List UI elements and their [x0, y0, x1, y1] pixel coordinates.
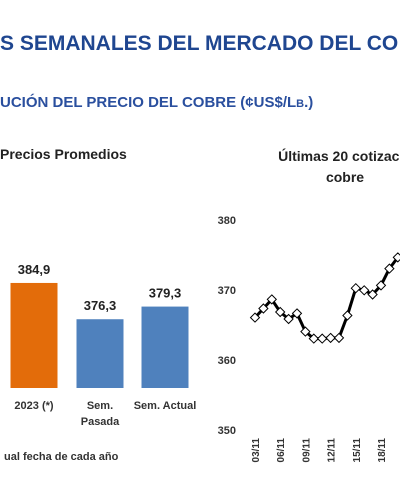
- marker: [300, 326, 311, 337]
- footnote: ual fecha de cada año: [4, 451, 119, 463]
- marker: [283, 313, 294, 325]
- marker: [258, 303, 269, 314]
- marker: [384, 263, 395, 274]
- x-tick-label: 12/11: [327, 438, 338, 463]
- x-tick-label: 03/11: [251, 438, 262, 463]
- marker: [308, 333, 320, 344]
- y-tick-label: 370: [218, 285, 236, 297]
- line: [253, 256, 399, 341]
- x-tick-label: 18/11: [377, 438, 388, 463]
- page-title: S SEMANALES DEL MERCADO DEL CO: [0, 32, 399, 55]
- data-label: 384,9: [18, 262, 51, 277]
- marker: [392, 252, 400, 263]
- marker: [274, 306, 286, 318]
- marker: [249, 312, 261, 323]
- data-label: 379,3: [149, 286, 182, 301]
- x-tick-label: Sem. Pasada: [80, 400, 120, 428]
- marker: [350, 282, 362, 294]
- page-subtitle: UCIÓN DEL PRECIO DEL COBRE (¢US$/Lb.): [0, 94, 314, 111]
- marker: [333, 332, 345, 344]
- bar: [76, 319, 124, 388]
- marker: [316, 333, 328, 344]
- chart-title: Últimas 20 cotizacio cobre: [278, 148, 400, 185]
- bar: [10, 282, 58, 388]
- chart-title: Precios Promedios: [0, 146, 127, 162]
- x-tick-label: 15/11: [352, 438, 363, 463]
- marker: [367, 289, 378, 300]
- marker: [291, 308, 303, 319]
- bar: [141, 306, 189, 388]
- x-tick-label: 2023 (*): [14, 400, 54, 412]
- x-tick-label: 06/11: [276, 438, 287, 463]
- y-tick-label: 360: [218, 355, 236, 367]
- y-tick-label: 350: [218, 425, 236, 437]
- marker: [375, 280, 387, 291]
- marker: [325, 332, 336, 344]
- x-tick-label: Sem. Actual: [133, 400, 197, 412]
- data-label: 376,3: [84, 298, 117, 313]
- x-tick-label: 09/11: [301, 438, 312, 463]
- y-tick-label: 380: [218, 215, 236, 227]
- marker: [358, 285, 370, 296]
- marker: [342, 310, 353, 321]
- marker: [266, 294, 278, 305]
